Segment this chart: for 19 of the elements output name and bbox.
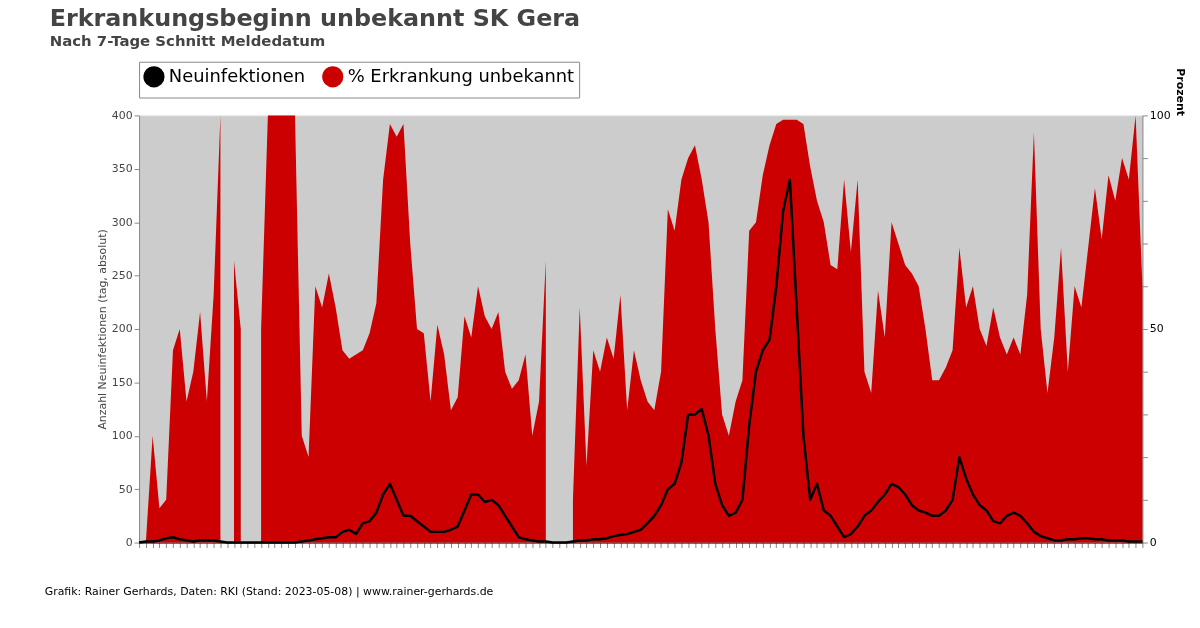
text: Grafik: Rainer Gerhards, Daten: RKI (Stand: 2023-05-08) | www.rainer-gerhards.de bbox=[44, 585, 494, 599]
y-tick-label: 0 bbox=[125, 536, 133, 550]
y-tick-label: 250 bbox=[111, 269, 133, 283]
y2-axis-title: Prozent bbox=[1173, 68, 1187, 116]
y2-tick-label: 50 bbox=[1149, 322, 1164, 336]
y-tick-label: 100 bbox=[111, 429, 133, 443]
chart-subtitle: Nach 7-Tage Schnitt Meldedatum bbox=[49, 32, 326, 51]
legend-label: % Erkrankung unbekannt bbox=[347, 64, 575, 86]
chart-title: Erkrankungsbeginn unbekannt SK Gera bbox=[49, 4, 581, 33]
y-tick-label: 300 bbox=[111, 215, 133, 229]
y-tick-label: 400 bbox=[111, 108, 133, 122]
y-tick-label: 50 bbox=[118, 482, 133, 496]
y-tick-label: 350 bbox=[111, 162, 133, 176]
y-axis-title: Anzahl Neuinfektionen (tag, absolut) bbox=[95, 229, 109, 430]
y2-tick-label: 0 bbox=[1149, 536, 1157, 550]
y-tick-label: 150 bbox=[111, 375, 133, 389]
y2-tick-label: 100 bbox=[1149, 108, 1171, 122]
y-tick-label: 200 bbox=[111, 322, 133, 336]
legend-label: Neuinfektionen bbox=[168, 64, 306, 86]
